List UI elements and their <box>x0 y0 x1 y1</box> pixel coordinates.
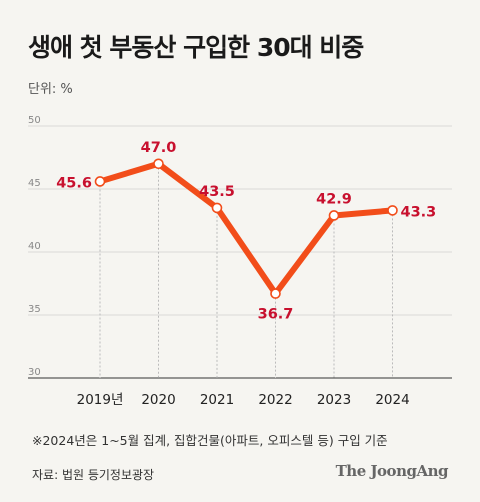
chart-title: 생애 첫 부동산 구입한 30대 비중 <box>28 33 364 62</box>
data-label: 47.0 <box>141 140 177 156</box>
y-tick-label: 50 <box>28 115 41 126</box>
footnote: ※2024년은 1~5월 집계, 집합건물(아파트, 오피스텔 등) 구입 기준 <box>32 433 388 448</box>
data-label: 42.9 <box>316 191 352 207</box>
x-tick-label: 2023 <box>317 392 351 408</box>
data-point <box>328 210 340 221</box>
data-point <box>270 288 281 299</box>
y-tick-label: 35 <box>28 304 41 315</box>
y-tick-label: 40 <box>28 241 41 252</box>
x-tick-label: 2019년 <box>77 392 124 408</box>
data-label: 45.6 <box>56 175 92 191</box>
data-label: 43.3 <box>401 204 437 220</box>
y-tick-label: 30 <box>28 367 41 378</box>
data-label: 43.5 <box>199 184 235 200</box>
unit-label: 단위: % <box>28 82 73 97</box>
x-tick-label: 2022 <box>258 392 292 408</box>
data-point <box>94 176 106 187</box>
x-tick-label: 2021 <box>200 392 234 408</box>
series-line <box>97 160 396 297</box>
data-label: 36.7 <box>258 307 294 323</box>
y-tick-label: 45 <box>28 178 41 189</box>
data-point <box>387 205 398 216</box>
x-tick-label: 2020 <box>141 392 175 408</box>
x-tick-label: 2024 <box>375 392 409 408</box>
source-label: 자료: 법원 등기정보광장 <box>32 468 155 482</box>
brand-logo: The JoongAng <box>335 462 449 480</box>
data-point <box>153 158 164 170</box>
data-point <box>211 202 223 214</box>
